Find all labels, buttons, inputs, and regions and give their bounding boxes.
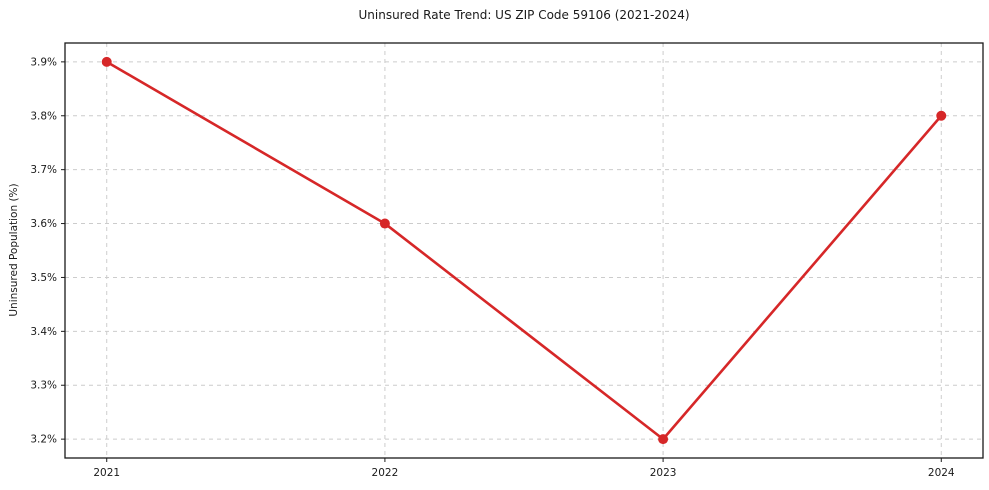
plot-border [64, 42, 984, 459]
data-point [101, 56, 112, 67]
y-tick-label: 3.5% [30, 272, 57, 284]
x-tick-label: 2023 [650, 467, 677, 479]
y-tick-label: 3.9% [30, 56, 57, 68]
y-tick-label: 3.2% [30, 434, 57, 446]
x-tick-label: 2024 [928, 467, 955, 479]
data-point [379, 218, 390, 229]
data-point [936, 110, 947, 121]
trend-line [105, 60, 943, 441]
x-tick-label: 2021 [93, 467, 120, 479]
y-tick-label: 3.6% [30, 218, 57, 230]
y-tick-label: 3.7% [30, 164, 57, 176]
y-tick-label: 3.8% [30, 110, 57, 122]
y-tick-label: 3.4% [30, 326, 57, 338]
x-tick-label: 2022 [372, 467, 399, 479]
chart-title: Uninsured Rate Trend: US ZIP Code 59106 … [358, 8, 690, 22]
y-tick-label: 3.3% [30, 380, 57, 392]
data-point [658, 434, 669, 445]
